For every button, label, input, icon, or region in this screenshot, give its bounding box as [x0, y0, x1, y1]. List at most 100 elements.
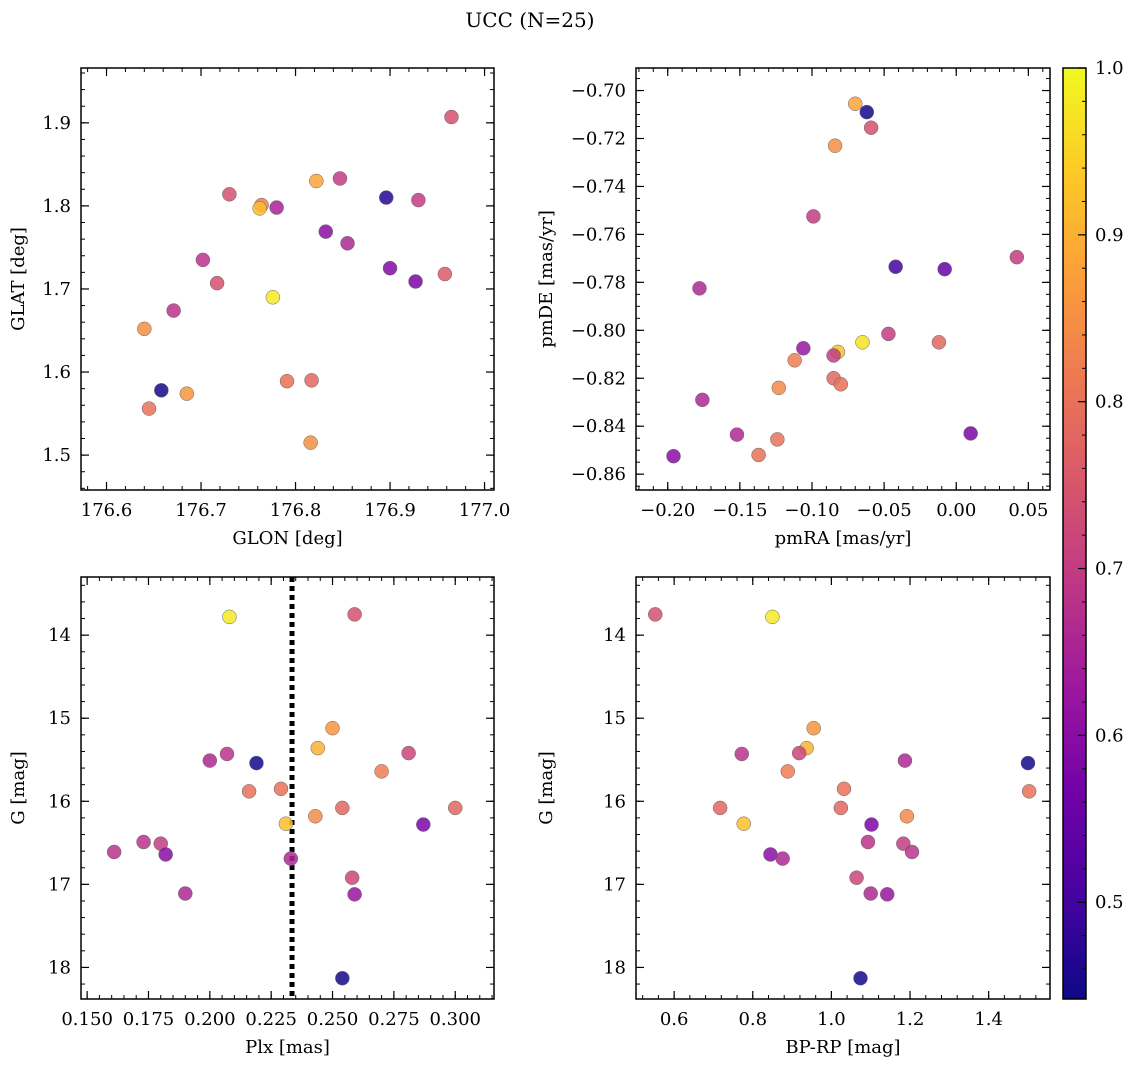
- scatter-point: [308, 808, 323, 824]
- scatter-point: [202, 753, 218, 768]
- scatter-point: [106, 844, 122, 860]
- scatter-point: [309, 173, 324, 189]
- panel-4: 0.6 0.8 1.0 1.2 1.4 14 15 16 17 18 BP-RP [mag] G [m…: [536, 576, 1051, 1058]
- plot-frame: [80, 67, 495, 491]
- x-tick-label: 0.00: [936, 500, 976, 521]
- scatter-point: [222, 187, 237, 202]
- scatter-point: [765, 609, 780, 625]
- scatter-point: [219, 746, 235, 762]
- scatter-point: [836, 781, 852, 797]
- x-tick-label: 0.250: [307, 1009, 359, 1030]
- scatter-point: [283, 851, 299, 866]
- scatter-point: [771, 380, 787, 396]
- scatter-point: [736, 816, 751, 831]
- x-tick-label: 176.6: [81, 500, 133, 521]
- y-tick-label: 1.7: [42, 279, 71, 300]
- y-tick-label: 14: [603, 625, 626, 646]
- scatter-point: [195, 252, 211, 268]
- scatter-point: [401, 745, 416, 761]
- scatter-point: [692, 281, 707, 296]
- y-tick-label: 16: [603, 791, 626, 812]
- scatter-points: [648, 607, 1037, 986]
- y-tick-label: −0.72: [571, 128, 626, 149]
- scatter-point: [826, 348, 841, 363]
- x-tick-label: 0.175: [123, 1009, 175, 1030]
- scatter-point: [179, 386, 195, 401]
- x-tick-label: 0.05: [1008, 500, 1048, 521]
- y-tick-label: −0.86: [571, 464, 626, 485]
- x-tick-label: 0.6: [660, 1009, 689, 1030]
- y-tick-label: −0.78: [571, 272, 626, 293]
- y-tick-label: 18: [603, 957, 626, 978]
- scatter-point: [806, 720, 821, 736]
- scatter-point: [888, 259, 903, 275]
- scatter-point: [729, 427, 745, 442]
- y-tick-label: 1.9: [42, 113, 71, 134]
- scatter-point: [379, 190, 394, 205]
- scatter-point: [775, 851, 790, 866]
- scatter-point: [318, 224, 334, 239]
- colorbar-tick-label: 0.9: [1095, 225, 1124, 246]
- y-tick-label: 18: [48, 957, 71, 978]
- scatter-point: [806, 209, 821, 224]
- scatter-point: [347, 887, 362, 902]
- scatter-point: [780, 764, 796, 779]
- x-tick-label: 1.4: [974, 1009, 1003, 1030]
- scatter-point: [648, 607, 663, 622]
- scatter-point: [335, 800, 350, 816]
- y-tick-label: 1.8: [42, 196, 71, 217]
- tick-marks: [81, 68, 494, 490]
- x-tick-label: 176.9: [364, 500, 416, 521]
- scatter-point: [796, 341, 811, 356]
- x-axis-label: Plx [mas]: [245, 1037, 330, 1058]
- scatter-point: [666, 448, 681, 464]
- scatter-point: [222, 609, 237, 625]
- x-axis-label: GLON [deg]: [232, 528, 342, 549]
- scatter-point: [734, 746, 750, 762]
- x-tick-label: 0.8: [738, 1009, 767, 1030]
- scatter-point: [763, 847, 778, 862]
- scatter-point: [325, 720, 340, 736]
- scatter-point: [416, 817, 431, 832]
- scatter-point: [444, 109, 459, 125]
- scatter-point: [252, 201, 267, 216]
- plot-frame: [635, 67, 1051, 491]
- scatter-point: [136, 834, 151, 850]
- colorbar-tick-label: 1.0: [1095, 58, 1124, 79]
- scatter-point: [1021, 784, 1037, 799]
- scatter-point: [859, 104, 875, 120]
- scatter-point: [273, 781, 289, 797]
- scatter-point: [178, 886, 193, 901]
- colorbar-tick-label: 0.5: [1095, 892, 1124, 913]
- x-tick-label: 177.0: [459, 500, 511, 521]
- scatter-point: [881, 326, 896, 342]
- scatter-point: [374, 764, 389, 779]
- scatter-point: [166, 303, 181, 318]
- plot-frame: [635, 576, 1051, 1000]
- scatter-points: [137, 109, 459, 450]
- scatter-point: [304, 373, 319, 388]
- y-tick-label: −0.74: [571, 176, 626, 197]
- y-tick-label: 14: [48, 625, 71, 646]
- x-axis-label: BP-RP [mag]: [785, 1037, 900, 1058]
- y-tick-label: −0.84: [571, 416, 626, 437]
- scatter-point: [347, 607, 362, 622]
- scatter-point: [787, 353, 802, 368]
- y-tick-label: 16: [48, 791, 71, 812]
- scatter-point: [897, 753, 913, 768]
- scatter-point: [340, 236, 355, 251]
- x-tick-label: 1.2: [896, 1009, 925, 1030]
- panel-2: −0.20 −0.15 −0.10 −0.05 0.00 0.05 −0.86 −0.84 −0…: [536, 67, 1051, 549]
- colorbar-gradient: [1062, 67, 1087, 1000]
- y-axis-label: pmDE [mas/yr]: [536, 210, 557, 348]
- scatter-point: [931, 335, 947, 350]
- y-axis-label: G [mag]: [536, 751, 557, 824]
- y-tick-label: 1.6: [42, 362, 71, 383]
- scatter-point: [344, 870, 360, 885]
- scatter-points: [106, 607, 463, 986]
- colorbar-tick-label: 0.8: [1095, 392, 1124, 413]
- scatter-point: [303, 435, 318, 450]
- x-tick-label: 0.225: [245, 1009, 297, 1030]
- scatter-point: [904, 844, 920, 860]
